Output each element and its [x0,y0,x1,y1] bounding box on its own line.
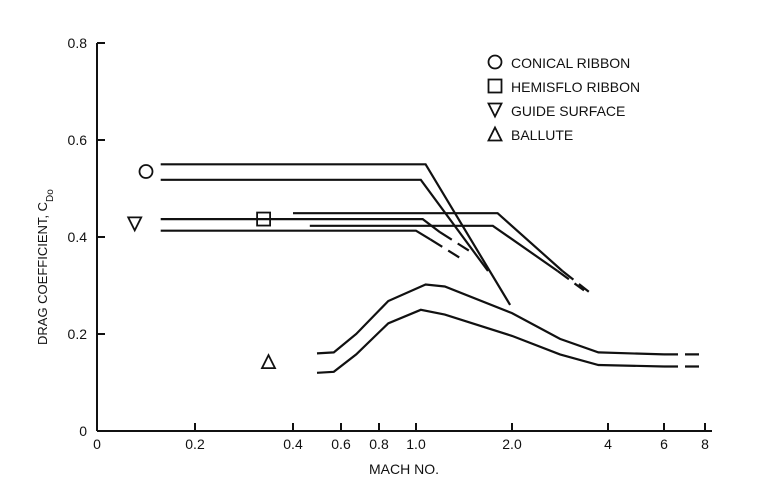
y-tick-label: 0.6 [68,132,88,148]
x-tick-label: 4 [604,436,612,452]
series-square [256,211,590,293]
axes [96,43,712,432]
triangle-down-lower-dashed-curve [429,238,460,259]
y-axis-label-main: DRAG COEFFICIENT, C [35,202,50,345]
y-tick-label: 0.2 [68,326,88,342]
y-ticks: 0 0.2 0.4 0.6 0.8 [68,35,105,439]
triangle-down-data-point [126,216,143,233]
legend-square-icon [487,78,503,94]
legend-triangle-up-icon [487,125,503,142]
series-triangle-up [260,283,705,374]
x-tick-label: 8 [701,436,709,452]
square-upper-dashed-curve [561,270,590,293]
x-tick-label: 0.8 [369,436,389,452]
legend-label: CONICAL RIBBON [511,55,630,71]
y-tick-label: 0.8 [68,35,88,51]
series-circle [138,163,512,306]
x-ticks: 0 0.2 0.4 0.6 0.8 1.0 2.0 4 6 8 [93,423,709,452]
x-axis-label: MACH NO. [369,461,439,477]
x-tick-label: 0.4 [283,436,303,452]
series-group [126,163,705,374]
triangle-down-upper-curve [160,218,441,234]
legend-circle-icon [487,54,503,70]
legend-triangle-down-icon [487,102,503,119]
y-tick-label: 0.4 [68,229,88,245]
triangle-down-upper-dashed-curve [439,231,470,252]
y-axis-label-subscript: Do [45,189,56,202]
circle-lower-curve [160,178,489,272]
triangle-up-data-point [260,353,277,370]
legend: CONICAL RIBBON HEMISFLO RIBBON GUIDE SURFA… [487,54,640,143]
square-upper-curve [293,212,564,272]
legend-label: BALLUTE [511,127,573,143]
y-tick-label: 0 [79,423,87,439]
x-tick-label: 6 [660,436,668,452]
square-lower-dashed-curve [556,270,585,292]
x-tick-label: 0.6 [331,436,351,452]
x-tick-label: 1.0 [406,436,426,452]
triangle-up-lower-curve [316,308,665,374]
x-tick-label: 0 [93,436,101,452]
triangle-up-upper-curve [316,283,665,356]
x-tick-label: 0.2 [185,436,205,452]
square-lower-curve [309,224,559,272]
circle-upper-curve [160,163,512,306]
y-axis-label: DRAG COEFFICIENT, CDo [35,189,56,345]
x-tick-label: 2.0 [502,436,522,452]
triangle-down-lower-curve [160,229,431,241]
series-triangle-down [126,216,470,259]
legend-label: GUIDE SURFACE [511,103,625,119]
circle-data-point [138,164,154,179]
legend-label: HEMISFLO RIBBON [511,79,640,95]
